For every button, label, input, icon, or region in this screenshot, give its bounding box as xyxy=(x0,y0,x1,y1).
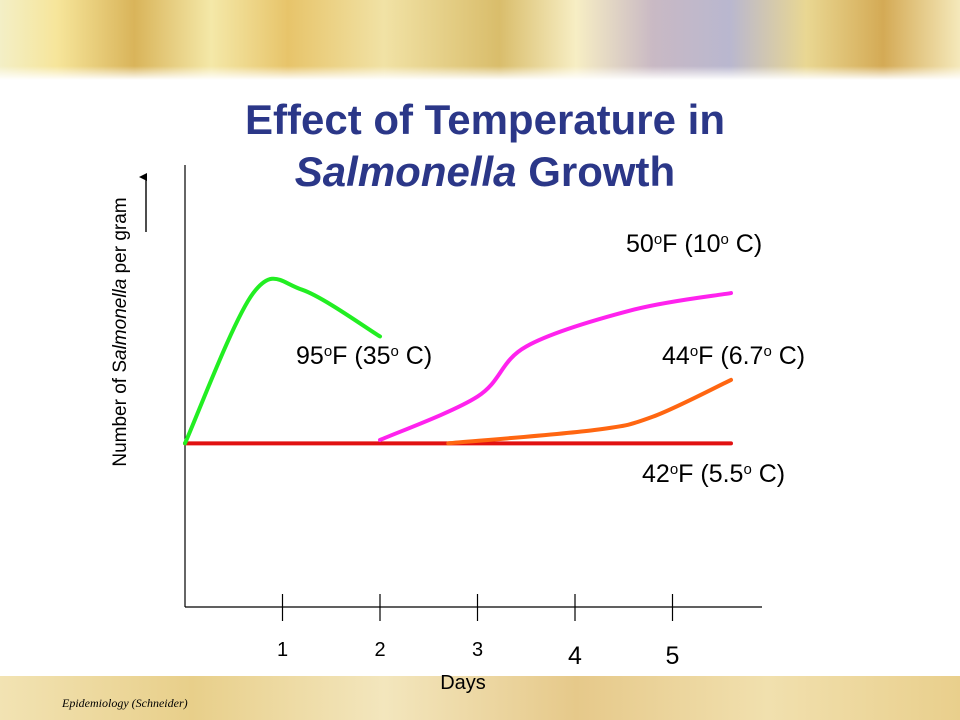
title-line-2: Salmonella Growth xyxy=(150,146,820,198)
x-axis-label: Days xyxy=(440,672,486,694)
series-line xyxy=(378,291,733,442)
slide-title: Effect of Temperature in Salmonella Grow… xyxy=(150,94,820,198)
y-axis-label: Number of Salmonella per gram xyxy=(110,197,131,466)
x-tick-label: 5 xyxy=(666,642,680,670)
series-label: 95oF (35o C) xyxy=(296,342,432,370)
x-tick-label: 2 xyxy=(374,639,385,661)
x-ticks: 1 2 3 4 5 xyxy=(277,594,680,670)
series-line xyxy=(446,377,733,446)
x-tick-label: 1 xyxy=(277,639,288,661)
decorative-footer-strip xyxy=(0,676,960,720)
series-label: 44oF (6.7o C) xyxy=(662,342,805,370)
decorative-banner xyxy=(0,0,960,80)
series-label: 50oF (10o C) xyxy=(626,230,762,258)
series-labels: 95oF (35o C) 50oF (10o C) 44oF (6.7o C) 42o… xyxy=(296,230,805,488)
chart-axes xyxy=(184,165,762,608)
title-line-1: Effect of Temperature in xyxy=(245,96,725,143)
x-tick-label: 4 xyxy=(568,642,582,670)
footer-credit: Epidemiology (Schneider) xyxy=(62,696,188,710)
title-italic-word: Salmonella xyxy=(294,148,517,195)
title-rest: Growth xyxy=(516,148,676,195)
series-line xyxy=(183,276,382,446)
series-label: 42oF (5.5o C) xyxy=(642,460,785,488)
series-lines xyxy=(183,276,733,446)
x-tick-label: 3 xyxy=(472,639,483,661)
